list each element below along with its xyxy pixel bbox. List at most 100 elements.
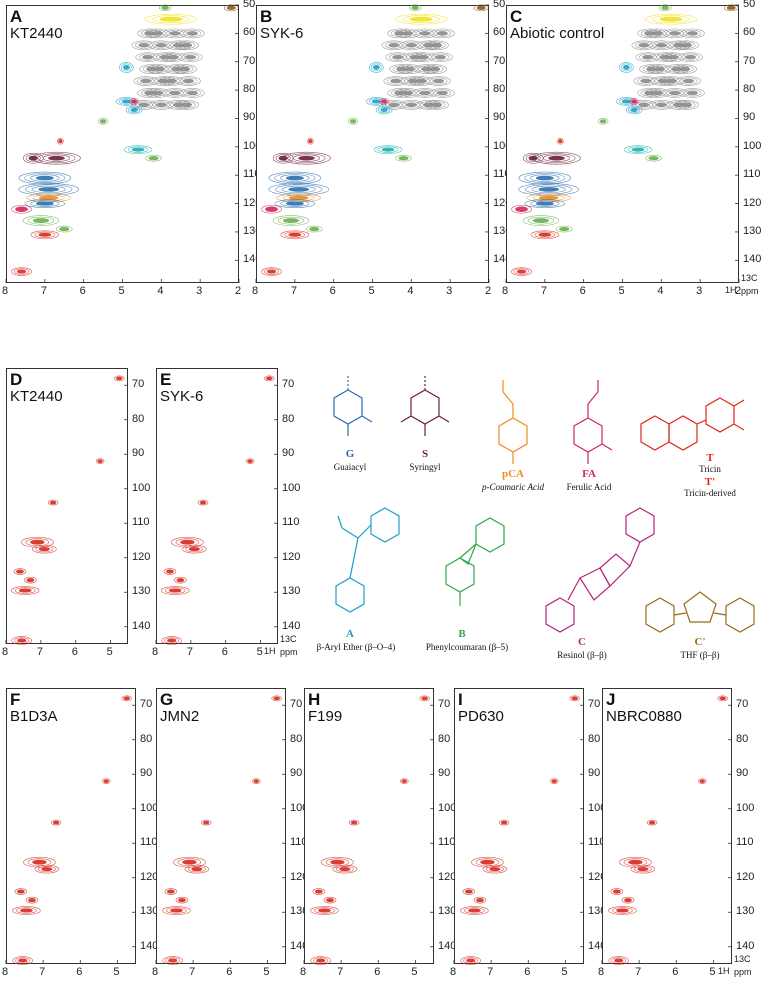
x-tick-label: 5: [411, 966, 418, 978]
panel-frame: [6, 688, 136, 964]
aliph-peak: [251, 778, 261, 784]
pca7-peak: [162, 956, 184, 965]
strain-label: KT2440: [10, 25, 63, 42]
xyl-peak: [395, 154, 412, 162]
spectrum-plot: [453, 695, 584, 965]
y-tick-label: 90: [132, 447, 145, 460]
g56-peak: [524, 199, 566, 208]
syringyl-structure: [400, 376, 450, 436]
g2-fa2-peak: [268, 171, 322, 185]
polysaccharide-peak: [373, 145, 403, 154]
y-tick-label: 130: [140, 905, 159, 918]
y-tick-label: 80: [736, 732, 749, 745]
fa6-peak: [14, 888, 28, 895]
methoxyl-peak: [644, 13, 698, 25]
y-tick-label: 90: [290, 767, 303, 780]
aliphatic-peak: [400, 76, 426, 86]
pca26-peak: [160, 586, 190, 595]
b-beta-peak: [158, 4, 172, 12]
fa-letter: FA: [582, 468, 596, 480]
y-tick-label: 110: [282, 516, 300, 529]
y-tick-label: 50: [243, 0, 256, 10]
y-tick-label: 100: [438, 801, 457, 814]
y-tick-label: 140: [282, 619, 301, 632]
pca26b-peak: [323, 896, 337, 904]
spectrum-plot: [5, 695, 136, 965]
aliphatic-peak: [180, 28, 205, 39]
y-tick-label: 120: [290, 870, 309, 883]
t26-peak: [272, 152, 294, 164]
aliphatic-peak: [649, 40, 674, 51]
g2-fa2-peak: [18, 171, 72, 185]
a-beta-s-peak: [625, 105, 643, 115]
panel-j: J NBRC0880: [601, 688, 732, 965]
pca26-peak: [10, 586, 40, 595]
y-tick-label: 140: [588, 939, 607, 952]
pca26-peak: [310, 906, 339, 915]
b-beta-peak: [408, 4, 422, 12]
aa-peak: [419, 695, 431, 702]
g56-peak: [274, 199, 316, 208]
aliphatic-peak: [416, 100, 442, 110]
aliphatic-peak: [389, 64, 414, 74]
aliphatic-peak: [166, 100, 192, 110]
pca26-peak: [162, 906, 191, 915]
strain-label: KT2440: [10, 388, 63, 405]
pca7-peak: [511, 267, 532, 276]
panel-i: I PD630: [453, 688, 584, 965]
x-tick-label: 8: [152, 966, 159, 978]
x-tick-label: 5: [618, 285, 625, 297]
x-tick-label: 4: [407, 285, 414, 297]
y-tick-label: 50: [743, 0, 756, 10]
y-tick-label: 60: [743, 26, 756, 39]
pca8-peak: [32, 544, 57, 554]
y-tick-label: 140: [290, 939, 309, 952]
panel-label: C: [510, 7, 523, 26]
x-tick-label: 6: [71, 646, 78, 658]
pca26-peak: [530, 230, 560, 240]
t26-peak: [522, 152, 544, 164]
spectrum-plot: [303, 695, 434, 965]
pca7-peak: [608, 956, 630, 965]
aliphatic-peak: [385, 52, 411, 62]
x-tick-label: 8: [2, 285, 9, 297]
x-tick-label: 6: [76, 966, 83, 978]
cprime-beta-peak: [723, 4, 739, 12]
aliphatic-peak: [149, 40, 174, 51]
x-tick-label: 7: [39, 966, 46, 978]
y-tick-label: 70: [438, 698, 451, 711]
pca26b-peak: [25, 896, 39, 904]
aliphatic-peak: [399, 40, 424, 51]
y-tick-label: 120: [282, 550, 301, 563]
aliphatic-peak: [180, 88, 205, 98]
y-tick-label: 70: [588, 698, 601, 711]
pca7-peak: [460, 956, 482, 965]
a-alpha-peak: [119, 62, 134, 73]
aliphatic-peak: [678, 52, 703, 62]
y-tick-label: 130: [282, 585, 301, 598]
y-tick-label: 60: [493, 26, 506, 39]
tprime-name: Tricin-derived: [684, 488, 736, 498]
y-tick-label: 110: [140, 836, 158, 849]
thf-structure: [645, 591, 755, 633]
s-name: Syringyl: [409, 462, 441, 472]
y-tick-label: 90: [493, 111, 506, 124]
panel-label: G: [160, 690, 174, 709]
strain-label: SYK-6: [160, 388, 204, 405]
aliphatic-peak: [650, 76, 676, 86]
y-tick-label: 110: [438, 836, 456, 849]
y-tick-label: 120: [736, 870, 755, 883]
y-tick-label: 100: [736, 801, 755, 814]
y-tick-label: 110: [743, 168, 761, 181]
aliphatic-peak: [680, 88, 705, 98]
x-tick-label: 8: [2, 646, 9, 658]
strain-label: NBRC0880: [606, 708, 682, 725]
panel-c: C Abiotic control: [505, 4, 740, 283]
cprime-beta-peak: [473, 4, 489, 12]
g-name: Guaiacyl: [333, 462, 367, 472]
y-tick-label: 90: [438, 767, 451, 780]
pca8-peak: [276, 193, 322, 203]
y-tick-label: 80: [493, 83, 506, 96]
fa6-peak: [462, 888, 476, 895]
cprime-name: THF (β–β): [680, 650, 720, 660]
